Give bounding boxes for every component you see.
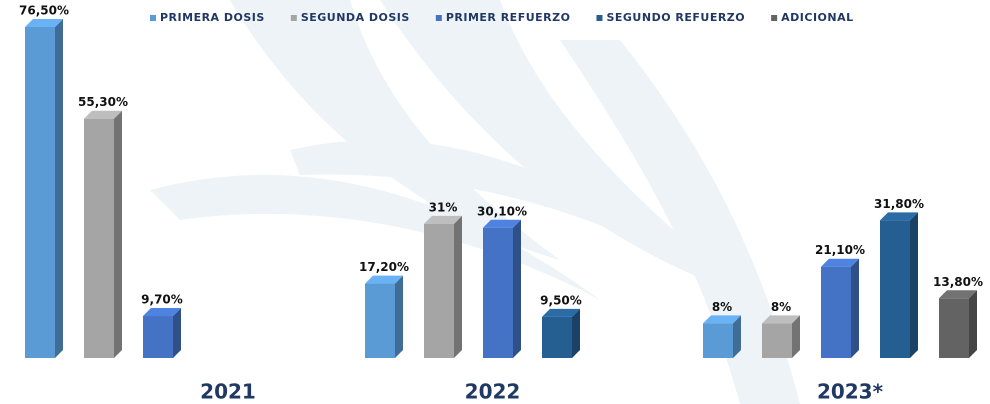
value-label: 9,50% [540,293,582,307]
bar-side [910,212,918,358]
bar [762,323,792,358]
legend-swatch [436,15,442,21]
legend-label: ADICIONAL [781,11,853,24]
legend-label: PRIMERA DOSIS [160,11,265,24]
bar-side [55,19,63,358]
bar [880,220,910,358]
bar [25,27,55,358]
bar [84,119,114,358]
legend-label: SEGUNDO REFUERZO [606,11,745,24]
legend-label: PRIMER REFUERZO [446,11,571,24]
legend-swatch [291,15,297,21]
legend-label: SEGUNDA DOSIS [301,11,410,24]
bar-side [173,308,181,358]
category-label: 2021 [200,380,256,404]
value-label: 31,80% [874,197,924,211]
bar-side [969,290,977,358]
value-label: 13,80% [933,275,983,289]
category-label: 2022 [465,380,521,404]
value-label: 31% [429,200,458,214]
value-label: 55,30% [78,95,128,109]
bar [365,284,395,358]
bar [821,267,851,358]
background-watermark [150,0,800,404]
chart: 76,50% 55,30% 9,70% 2021 17,20% 31% 30,10% 9,50… [0,0,990,404]
value-label: 21,10% [815,243,865,257]
bar-side [851,259,859,358]
bar [143,316,173,358]
bar [542,317,572,358]
legend-swatch [771,15,777,21]
bar-side [513,220,521,358]
legend-swatch [150,15,156,21]
value-label: 8% [771,300,791,314]
bar-side [114,111,122,358]
value-label: 9,70% [141,293,183,307]
bar [424,224,454,358]
bar [483,228,513,358]
legend-swatch [596,15,602,21]
value-label: 8% [712,300,732,314]
bar-side [454,216,462,358]
value-label: 17,20% [359,260,409,274]
value-label: 30,10% [477,204,527,218]
bar [939,298,969,358]
value-label: 76,50% [19,4,69,18]
bar [703,323,733,358]
bar-side [395,276,403,358]
page: {"chart_data": {"type": "bar3d", "catego… [0,0,990,404]
bar-side [572,309,580,358]
category-label: 2023* [817,380,884,404]
